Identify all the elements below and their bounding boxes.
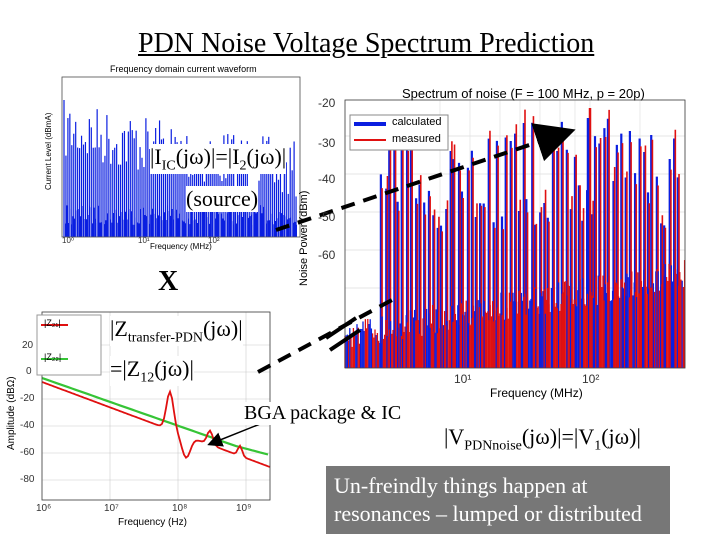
z22-curve [41,376,269,456]
zplot-ytick-2: -20 [20,393,35,404]
source-note: (source) [186,186,259,212]
zplot-ytick-3: -40 [20,420,35,431]
source-plot-title: Frequency domain current waveform [110,64,257,74]
zplot-xtick-0: 10⁶ [36,503,52,514]
zplot-xtick-1: 10⁷ [104,503,119,514]
spectrum-legend [349,114,449,151]
z12-label: =|Z12(jω)| [110,356,194,387]
legend-z21-label: |Z₂₁| [44,318,61,328]
source-xtick-1: 10¹ [138,236,150,245]
spectrum-ytick-3: -50 [318,210,336,224]
multiply-sign: X [158,266,179,297]
spectrum-plot-xlabel: Frequency (MHz) [490,386,583,400]
z21-curve [41,381,271,468]
spectrum-xtick-0: 10¹ [454,372,472,386]
spectrum-plot-ylabel: Noise Power (dBm) [298,190,310,286]
equals-bar-top [324,316,358,340]
spectrum-ytick-2: -40 [318,172,336,186]
source-plot-xlabel: Frequency (MHz) [150,242,212,251]
source-current-label: |IIC(jω)|=|I2(jω)| [150,144,287,175]
ztransfer-label: |Ztransfer-PDN(jω)| [110,316,243,347]
zplot-ytick-4: -60 [20,447,35,458]
source-xtick-0: 10⁰ [62,236,75,245]
source-xtick-2: 10² [208,236,220,245]
equals-bar-bottom [328,328,362,352]
zplot-xtick-3: 10⁹ [236,503,252,514]
zplot-ytick-0: 20 [22,340,34,351]
source-to-spectrum-arrow [275,123,576,232]
zplot-ylabel: Amplitude (dBΩ) [6,376,17,450]
zplot-xtick-2: 10⁸ [172,503,188,514]
source-plot-ylabel: Current Level (dBmA) [44,112,53,190]
spectrum-ytick-0: -20 [318,96,336,110]
resonance-note: Un-freindly things happen at resonances … [326,466,670,534]
bga-label: BGA package & IC [244,402,402,425]
vnoise-label: |VPDNnoise(jω)|=|V1(jω)| [444,424,641,455]
spectrum-xtick-1: 10² [582,372,600,386]
legend-calculated-label: calculated [392,116,442,128]
impedance-to-spectrum-arrow [257,298,393,374]
legend-z22-label: |Z₂₂| [44,352,62,362]
spectrum-ytick-4: -60 [318,248,336,262]
noise-spectrum-plot [344,99,686,369]
legend-measured-label: measured [392,133,441,145]
spectrum-noise-floor [344,260,686,368]
zplot-xlabel: Frequency (Hz) [118,517,187,528]
zplot-ytick-5: -80 [20,474,35,485]
zplot-ytick-1: 0 [26,366,32,377]
spectrum-ytick-1: -30 [318,136,336,150]
page-title: PDN Noise Voltage Spectrum Prediction [138,28,595,59]
spectrum-plot-title: Spectrum of noise (F = 100 MHz, p = 20p) [402,86,645,101]
